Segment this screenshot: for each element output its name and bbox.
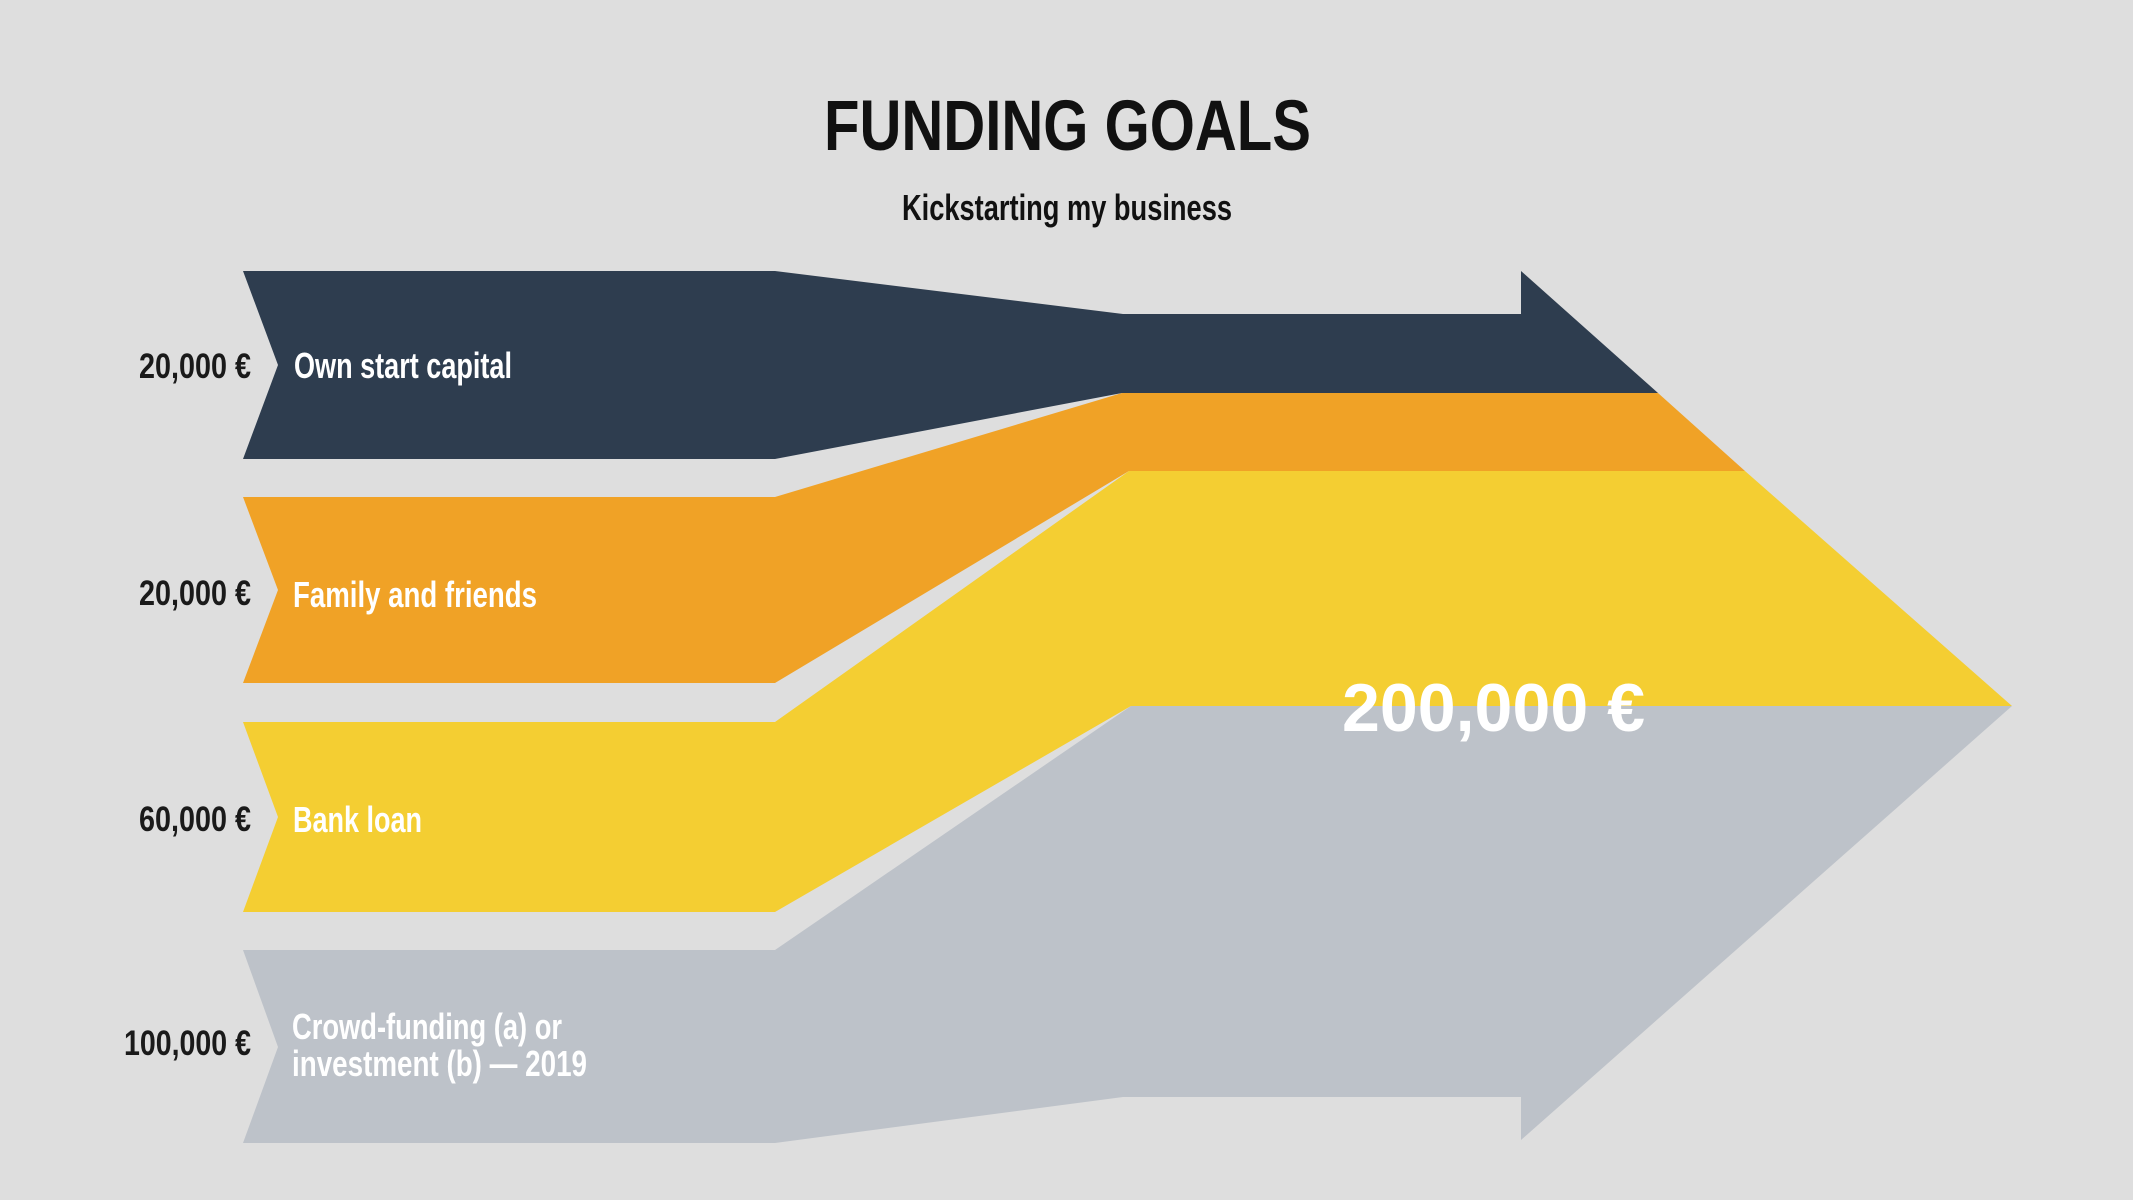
svg-text:20,000 €: 20,000 € xyxy=(139,347,251,386)
svg-text:Kickstarting my business: Kickstarting my business xyxy=(902,187,1232,228)
svg-text:100,000 €: 100,000 € xyxy=(124,1024,251,1063)
svg-text:200,000 €: 200,000 € xyxy=(1342,670,1645,746)
svg-text:60,000 €: 60,000 € xyxy=(139,800,251,839)
svg-text:Family and friends: Family and friends xyxy=(293,574,537,615)
svg-text:Own start capital: Own start capital xyxy=(294,345,512,386)
svg-text:20,000 €: 20,000 € xyxy=(139,574,251,613)
svg-text:Crowd-funding (a) or: Crowd-funding (a) or xyxy=(292,1006,562,1047)
svg-text:FUNDING GOALS: FUNDING GOALS xyxy=(824,87,1311,166)
svg-text:Bank loan: Bank loan xyxy=(293,799,422,840)
svg-text:investment (b) — 2019: investment (b) — 2019 xyxy=(292,1043,587,1084)
